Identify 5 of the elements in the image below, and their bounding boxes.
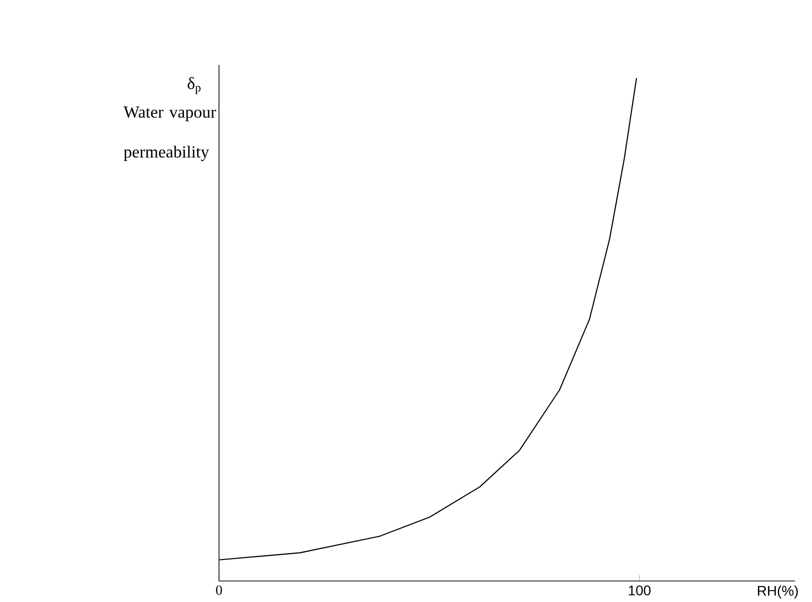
x-tick-label: 0 — [216, 586, 222, 596]
x-tick-label: 100 — [628, 586, 651, 596]
text: Water vapour permeability — [124, 106, 216, 162]
y-axis-title: δ$_{p}$ — [188, 77, 201, 94]
x-axis-title: RH(%) — [758, 586, 798, 599]
